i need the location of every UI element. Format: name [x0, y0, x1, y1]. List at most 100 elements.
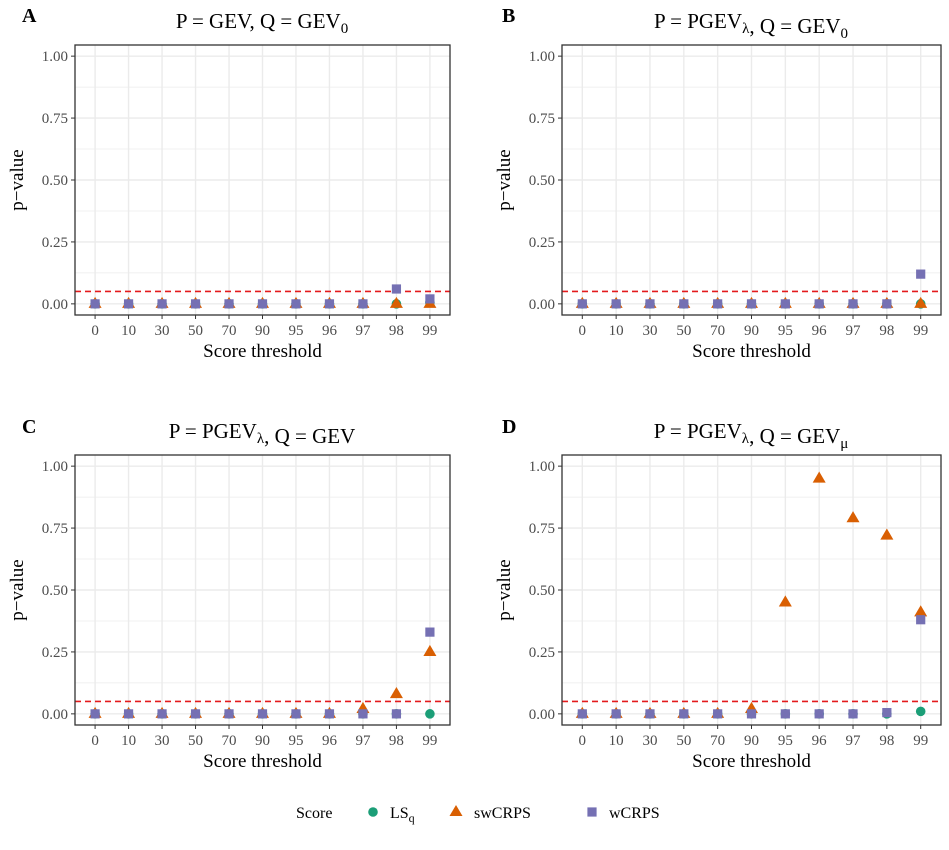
legend: Score LSq swCRPS wCRPS [296, 805, 660, 825]
x-tick-label: 50 [188, 733, 203, 749]
point-wcrps [611, 299, 621, 309]
title-subscript: λ [257, 431, 265, 447]
point-wcrps [257, 299, 268, 309]
point-swcrps [846, 511, 860, 523]
y-tick-label: 0.25 [529, 645, 555, 661]
x-tick-label: 96 [322, 323, 338, 339]
x-tick-label: 97 [355, 733, 371, 749]
point-wcrps [746, 299, 757, 309]
panel-title: P = PGEVλ, Q = GEV0 [654, 9, 848, 42]
grid [562, 45, 941, 315]
x-tick-label: 30 [642, 323, 657, 339]
title-text: P = PGEV [654, 419, 742, 443]
point-wcrps [577, 709, 587, 719]
x-tick-label: 70 [222, 323, 237, 339]
x-tick-label: 98 [879, 323, 894, 339]
point-wcrps [291, 709, 301, 719]
y-tick-label: 0.00 [529, 707, 555, 723]
point-wcrps [391, 709, 402, 719]
panel-title: P = PGEVλ, Q = GEV [169, 419, 356, 448]
x-axis-title: Score threshold [692, 341, 811, 362]
y-tick-label: 0.25 [529, 235, 555, 251]
y-tick-label: 0.00 [42, 297, 68, 313]
x-tick-label: 95 [778, 323, 793, 339]
point-wcrps [157, 709, 167, 719]
legend-label-text: LS [390, 805, 409, 822]
y-tick-label: 0.00 [529, 297, 555, 313]
y-tick-label: 0.75 [529, 111, 555, 127]
title-text: Q = GEV [760, 14, 841, 38]
title-text: P = PGEV [654, 9, 742, 33]
point-wcrps [358, 709, 368, 719]
y-tick-label: 0.75 [529, 521, 555, 537]
x-tick-label: 90 [744, 323, 759, 339]
x-tick-label: 70 [710, 733, 725, 749]
points [575, 471, 928, 719]
point-wcrps [257, 709, 268, 719]
x-tick-label: 98 [879, 733, 894, 749]
x-tick-label: 96 [812, 733, 828, 749]
panel-label: A [22, 5, 37, 27]
title-subscript: 0 [841, 26, 849, 42]
title-text: Q = GEV [760, 424, 841, 448]
point-wcrps [190, 709, 201, 719]
grid [75, 45, 450, 315]
title-text: P = GEV [176, 9, 252, 33]
panel-c: 0.00 0.25 0.50 0.75 1.00 0 10 30 50 70 90 95 96 97 98 9… [7, 416, 451, 772]
y-tick-label: 0.75 [42, 521, 68, 537]
x-tick-label: 99 [422, 323, 437, 339]
point-wcrps [645, 709, 655, 719]
panel-b: 0.00 0.25 0.50 0.75 1.00 0 10 30 50 70 90 95 96 97 98 9… [494, 5, 942, 362]
x-tick-label: 96 [812, 323, 828, 339]
x-tick-label: 70 [222, 733, 237, 749]
x-tick-label: 0 [579, 733, 587, 749]
title-separator: , [264, 424, 275, 448]
point-wcrps [324, 299, 335, 309]
point-wcrps [90, 299, 100, 309]
points [575, 269, 928, 309]
panel-a: 0.00 0.25 0.50 0.75 1.00 0 10 30 50 70 90 95 96 97 98 9… [7, 5, 451, 362]
x-axis-title: Score threshold [203, 751, 322, 772]
point-wcrps [882, 299, 892, 309]
y-tick-label: 1.00 [42, 459, 68, 475]
point-wcrps [882, 708, 892, 718]
x-tick-label: 98 [389, 733, 404, 749]
point-wcrps [679, 299, 689, 309]
x-tick-label: 50 [676, 733, 691, 749]
title-separator: , [749, 14, 760, 38]
point-wcrps [916, 615, 926, 625]
point-swcrps [812, 471, 826, 483]
x-tick-label: 98 [389, 323, 404, 339]
legend-key-triangle-icon [449, 805, 463, 817]
title-separator: , [250, 9, 261, 33]
title-subscript: λ [742, 21, 750, 37]
x-tick-label: 90 [255, 323, 270, 339]
point-wcrps [780, 299, 790, 309]
x-tick-label: 97 [846, 323, 862, 339]
legend-label: LSq [390, 805, 415, 825]
point-swcrps [389, 296, 403, 308]
y-tick-label: 0.50 [42, 173, 68, 189]
x-tick-label: 90 [255, 733, 270, 749]
legend-label-text: swCRPS [474, 805, 531, 822]
legend-label-text: wCRPS [609, 805, 660, 822]
title-text: Q = GEV [260, 9, 341, 33]
x-tick-label: 95 [288, 733, 303, 749]
x-tick-label: 99 [913, 323, 928, 339]
point-wcrps [814, 709, 824, 719]
y-axis-title: p−value [7, 149, 28, 210]
point-wcrps [224, 299, 234, 309]
y-tick-label: 0.50 [529, 173, 555, 189]
point-wcrps [90, 709, 100, 719]
y-axis-title: p−value [7, 559, 28, 620]
points [88, 627, 437, 719]
x-axis-title: Score threshold [203, 341, 322, 362]
point-wcrps [577, 299, 587, 309]
y-tick-label: 0.25 [42, 645, 68, 661]
x-axis-title: Score threshold [692, 751, 811, 772]
point-wcrps [425, 294, 435, 304]
x-tick-label: 50 [676, 323, 691, 339]
title-text: P = PGEV [169, 419, 257, 443]
title-subscript: λ [742, 431, 750, 447]
